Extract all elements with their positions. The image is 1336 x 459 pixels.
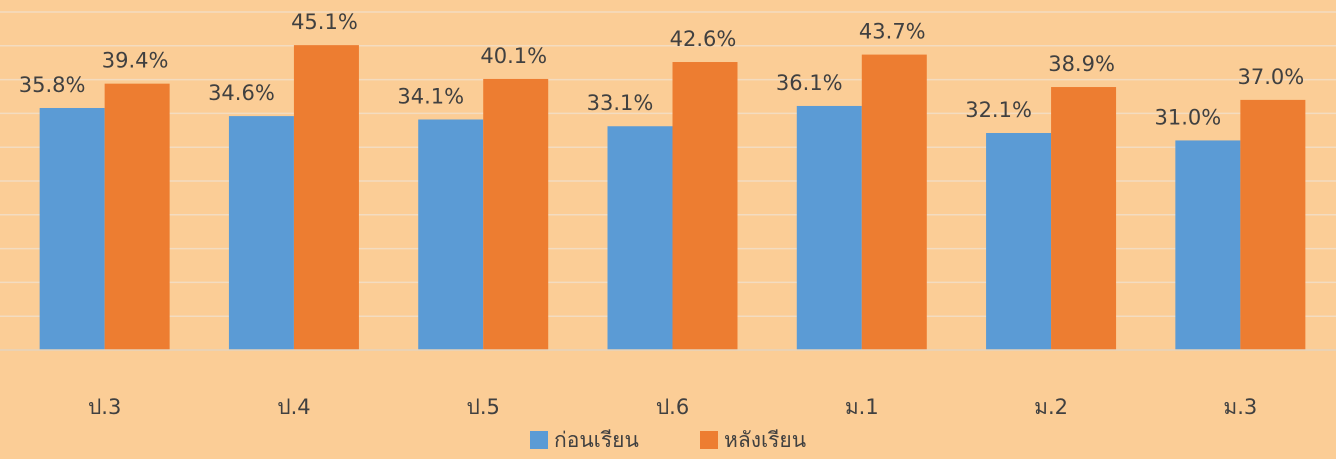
data-label: 36.1% [776, 71, 843, 95]
data-label: 34.1% [397, 84, 464, 108]
data-label: 45.1% [291, 10, 358, 34]
x-tick-label: ม.3 [1223, 395, 1257, 419]
bar [39, 107, 105, 350]
data-label: 31.0% [1154, 105, 1221, 129]
x-tick-label: ป.5 [467, 395, 500, 419]
x-tick-label: ป.6 [656, 395, 689, 419]
data-label: 32.1% [965, 98, 1032, 122]
bar [1240, 99, 1306, 350]
legend-swatch [530, 431, 548, 449]
data-label: 43.7% [859, 20, 926, 44]
bar [672, 62, 738, 351]
data-label: 40.1% [480, 44, 547, 68]
legend-label: หลังเรียน [724, 428, 806, 452]
bar [607, 126, 673, 350]
legend-swatch [700, 431, 718, 449]
bar [861, 54, 927, 350]
data-label: 42.6% [670, 27, 737, 51]
legend-label: ก่อนเรียน [554, 428, 639, 452]
data-label: 37.0% [1237, 65, 1304, 89]
bar [293, 45, 359, 351]
data-label: 33.1% [587, 91, 654, 115]
bar [228, 116, 294, 350]
bar [1175, 140, 1241, 350]
bar [1051, 87, 1117, 350]
bar [483, 78, 549, 350]
data-label: 35.8% [19, 73, 86, 97]
bar [418, 119, 484, 350]
x-tick-label: ม.2 [1034, 395, 1068, 419]
x-tick-label: ป.3 [88, 395, 121, 419]
bar [796, 105, 862, 351]
data-label: 38.9% [1048, 52, 1115, 76]
x-tick-label: ม.1 [845, 395, 879, 419]
x-tick-label: ป.4 [277, 395, 310, 419]
bar [986, 133, 1052, 350]
data-label: 34.6% [208, 81, 275, 105]
bar [104, 83, 170, 350]
data-label: 39.4% [102, 49, 169, 73]
